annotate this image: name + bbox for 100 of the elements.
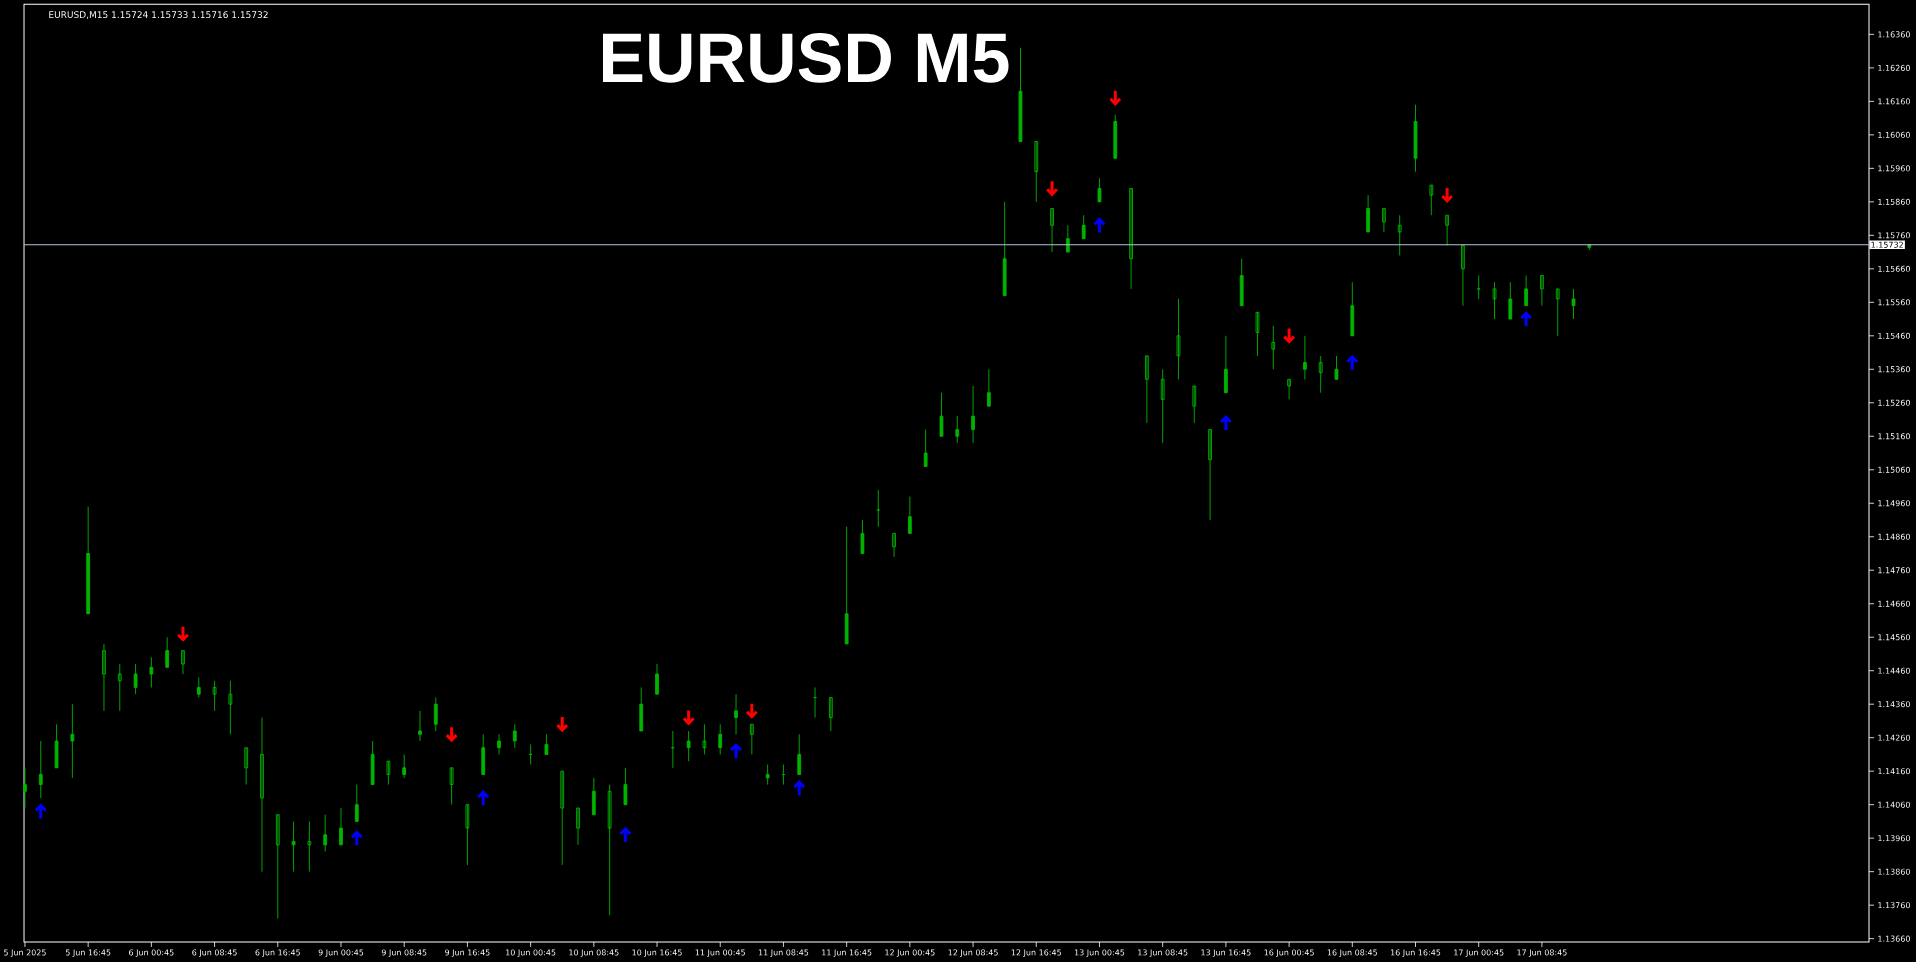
candlestick — [591, 777, 596, 816]
candlestick — [1461, 244, 1465, 307]
y-tick-label: 1.16160 — [1878, 98, 1910, 105]
y-tick-label: 1.15360 — [1878, 366, 1910, 373]
candlestick — [1555, 288, 1560, 337]
chart-title: EURUSD M5 — [602, 33, 1009, 83]
x-tick-label: 9 Jun 00:45 — [318, 949, 364, 957]
candlestick — [1429, 184, 1434, 216]
candlestick — [813, 687, 817, 719]
candlestick — [1145, 355, 1149, 424]
point — [682, 708, 695, 725]
point — [555, 715, 569, 732]
y-tick-label: 1.15060 — [1878, 466, 1910, 473]
candlestick — [1524, 275, 1528, 307]
candlestick — [1239, 258, 1244, 307]
candlestick — [117, 663, 122, 712]
y-tick-label: 1.14760 — [1878, 567, 1910, 574]
x-tick-label: 13 Jun 00:45 — [1074, 949, 1125, 957]
candlestick — [1192, 385, 1197, 424]
candlestick — [86, 506, 91, 615]
y-tick-label: 1.14860 — [1878, 533, 1910, 540]
candlestick — [149, 656, 154, 688]
candlestick — [844, 526, 849, 645]
y-tick-label: 1.15160 — [1878, 433, 1910, 440]
y-tick-label: 1.14060 — [1878, 801, 1910, 808]
y-tick-label: 1.14160 — [1878, 768, 1910, 775]
candlestick — [38, 740, 43, 799]
candlestick — [876, 489, 881, 528]
point — [745, 702, 759, 719]
candlestick — [23, 767, 27, 809]
point — [729, 743, 743, 760]
y-tick-label: 1.13760 — [1878, 902, 1910, 909]
candlestick — [955, 415, 960, 444]
y-tick-label: 1.13660 — [1878, 935, 1910, 942]
candlestick — [670, 730, 675, 769]
x-tick-label: 9 Jun 08:45 — [381, 949, 427, 957]
x-tick-label: 10 Jun 08:45 — [569, 949, 619, 957]
candlestick — [1208, 429, 1212, 521]
y-tick-label: 1.13960 — [1878, 835, 1910, 842]
candlestick — [1160, 368, 1165, 444]
candlestick — [402, 753, 407, 779]
candlestick — [291, 820, 296, 873]
point — [476, 790, 490, 807]
candlestick — [102, 643, 106, 712]
candlestick — [1366, 194, 1370, 233]
candlestick — [323, 814, 328, 853]
candlestick — [339, 807, 343, 846]
candlestick — [1081, 214, 1086, 240]
candlestick — [1176, 298, 1181, 380]
x-tick-label: 16 Jun 16:45 — [1390, 949, 1441, 957]
x-tick-label: 5 Jun 16:45 — [65, 949, 111, 957]
candlestick — [1303, 335, 1307, 380]
candlestick — [1350, 281, 1355, 337]
y-tick-label: 1.15460 — [1878, 332, 1910, 339]
candlestick — [1540, 275, 1544, 307]
x-tick-label: 11 Jun 00:45 — [695, 949, 745, 957]
y-tick-label: 1.15560 — [1878, 299, 1910, 306]
candlestick — [196, 676, 201, 698]
candlestick — [623, 767, 628, 806]
x-tick-label: 11 Jun 16:45 — [822, 949, 872, 957]
x-tick-label: 9 Jun 16:45 — [445, 949, 490, 957]
candlestick — [828, 697, 833, 732]
candlestick — [1287, 378, 1291, 400]
y-tick-label: 1.15860 — [1878, 198, 1910, 205]
candlestick — [481, 733, 486, 775]
x-tick-label: 10 Jun 00:45 — [506, 949, 556, 957]
candlestick — [165, 636, 170, 668]
x-tick-label: 13 Jun 16:45 — [1201, 949, 1251, 957]
candlestick — [354, 784, 359, 822]
x-tick-label: 17 Jun 08:45 — [1517, 949, 1567, 957]
candlestick — [986, 368, 991, 407]
candlestick — [1066, 224, 1070, 253]
x-tick-label: 17 Jun 00:45 — [1454, 949, 1504, 957]
point — [350, 830, 364, 847]
y-tick-label: 1.16260 — [1878, 64, 1910, 71]
candlestick — [1224, 335, 1228, 394]
ref-line-label: 1.15732 — [1871, 241, 1903, 248]
y-tick-label: 1.13860 — [1878, 868, 1910, 875]
candlestick — [1034, 141, 1039, 203]
point — [1519, 311, 1533, 328]
candlestick — [512, 723, 517, 749]
candlestick — [1413, 104, 1418, 173]
y-tick-label: 1.16360 — [1878, 31, 1910, 38]
y-tick-label: 1.15260 — [1878, 399, 1910, 406]
y-tick-label: 1.14660 — [1878, 600, 1910, 607]
candlestick — [181, 650, 185, 675]
y-tick-label: 1.15760 — [1878, 232, 1910, 239]
point — [619, 827, 632, 844]
candlestick — [860, 519, 865, 554]
candlestick — [576, 807, 580, 846]
candlestick — [212, 680, 217, 712]
point — [1045, 179, 1059, 196]
point — [176, 625, 190, 642]
candlestick — [275, 814, 280, 919]
y-tick-label: 1.14960 — [1878, 500, 1910, 507]
y-tick-label: 1.15660 — [1878, 265, 1910, 272]
x-tick-label: 6 Jun 08:45 — [192, 949, 237, 957]
x-tick-label: 5 Jun 2025 — [4, 949, 46, 957]
candlestick — [228, 680, 233, 735]
candlestick — [892, 532, 896, 558]
